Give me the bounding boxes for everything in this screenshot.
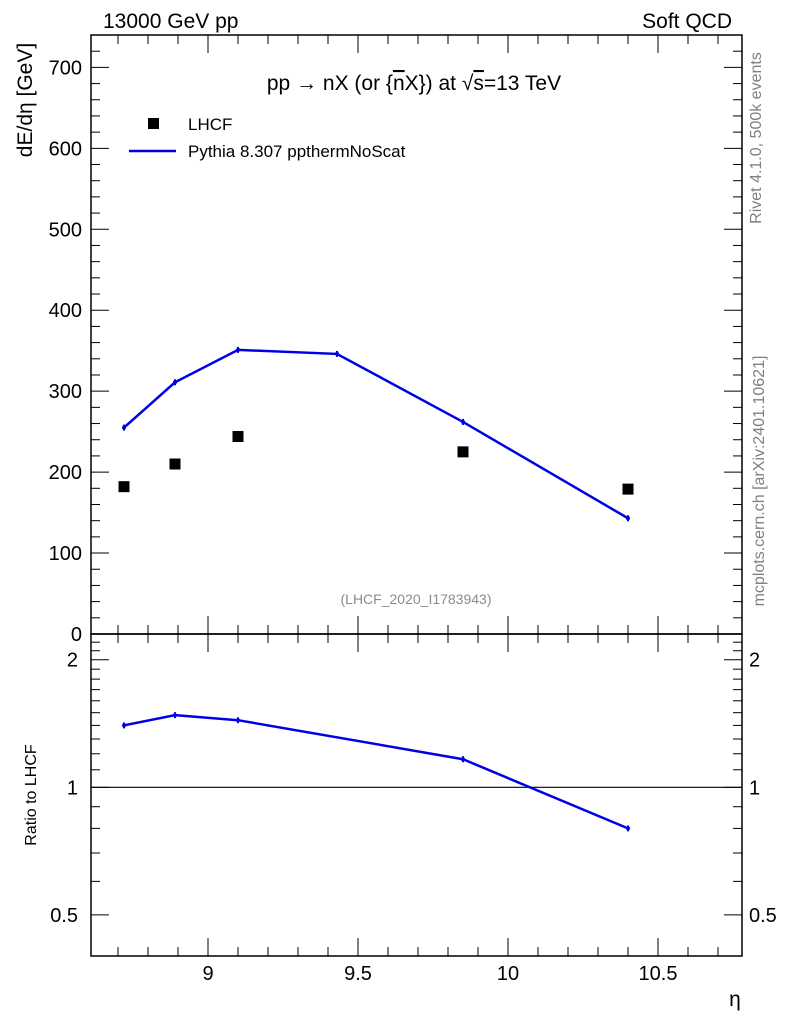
ratio-point <box>122 723 126 728</box>
legend-marker-lhcf <box>148 118 159 129</box>
pythia-point <box>236 347 240 352</box>
main-y-tick-label: 500 <box>49 219 82 241</box>
legend-label-pythia: Pythia 8.307 ppthermNoScat <box>188 142 406 161</box>
pythia-point <box>626 516 630 521</box>
ratio-y-tick-label-left: 2 <box>67 650 78 672</box>
ratio-point <box>236 718 240 723</box>
pythia-point <box>335 351 339 356</box>
ratio-y-tick-label-right: 2 <box>749 650 760 672</box>
x-tick-label: 10.5 <box>639 963 678 985</box>
ratio-tick-labels: 9 9.5 10 10.5 0.5 0.5 1 1 2 2 <box>50 650 777 985</box>
pythia-line <box>123 348 629 520</box>
lhcf-point <box>118 481 130 493</box>
legend-label-lhcf: LHCF <box>188 115 232 134</box>
header-left: 13000 GeV pp <box>103 10 238 33</box>
x-axis-label: η <box>729 988 741 1011</box>
y-axis-label: dE/dη [GeV] <box>14 43 37 157</box>
plot-title: pp → nX (or {nX}) at √s=13 TeV <box>267 72 561 95</box>
pythia-point <box>461 419 465 424</box>
main-panel: 0 100 200 300 400 500 600 700 pp → nX (or {nX})… <box>14 34 743 646</box>
main-y-tick-label: 300 <box>49 381 82 403</box>
x-tick-label: 9 <box>202 963 213 985</box>
header-right: Soft QCD <box>642 10 732 33</box>
legend: LHCF Pythia 8.307 ppthermNoScat <box>129 115 406 161</box>
ratio-y-axis-label: Ratio to LHCF <box>23 744 40 846</box>
main-axis-ticks <box>91 35 742 635</box>
main-y-tick-label: 0 <box>71 624 82 646</box>
main-y-tick-label: 700 <box>49 57 82 79</box>
main-data-series <box>118 346 634 522</box>
ratio-axis-ticks <box>91 634 742 957</box>
ratio-y-tick-label-left: 0.5 <box>50 905 78 927</box>
ratio-y-tick-label-left: 1 <box>67 777 78 799</box>
main-y-tick-labels: 0 100 200 300 400 500 600 700 <box>49 57 82 646</box>
ratio-point <box>173 713 177 718</box>
ratio-y-tick-label-right: 0.5 <box>749 905 777 927</box>
ratio-point <box>626 826 630 831</box>
rivet-version-label: Rivet 4.1.0, 500k events <box>748 52 765 224</box>
lhcf-point <box>169 458 181 470</box>
ratio-y-tick-label-right: 1 <box>749 777 760 799</box>
ratio-panel: 9 9.5 10 10.5 0.5 0.5 1 1 2 2 Ratio to LHCF η <box>23 633 777 1011</box>
x-tick-label: 9.5 <box>344 963 372 985</box>
ratio-line <box>123 713 629 830</box>
main-y-tick-label: 600 <box>49 138 82 160</box>
x-tick-label: 10 <box>497 963 519 985</box>
lhcf-point <box>457 446 469 458</box>
main-y-tick-label: 200 <box>49 462 82 484</box>
lhcf-point <box>622 483 634 495</box>
ratio-point <box>461 757 465 762</box>
lhcf-point <box>232 430 244 442</box>
ratio-frame <box>90 633 743 957</box>
ratio-data-series <box>122 712 630 832</box>
main-y-tick-label: 400 <box>49 300 82 322</box>
main-y-tick-label: 100 <box>49 543 82 565</box>
pythia-point <box>122 425 126 430</box>
pythia-point <box>173 380 177 385</box>
mcplots-label: mcplots.cern.ch [arXiv:2401.10621] <box>751 356 768 607</box>
analysis-watermark: (LHCF_2020_I1783943) <box>341 591 492 607</box>
